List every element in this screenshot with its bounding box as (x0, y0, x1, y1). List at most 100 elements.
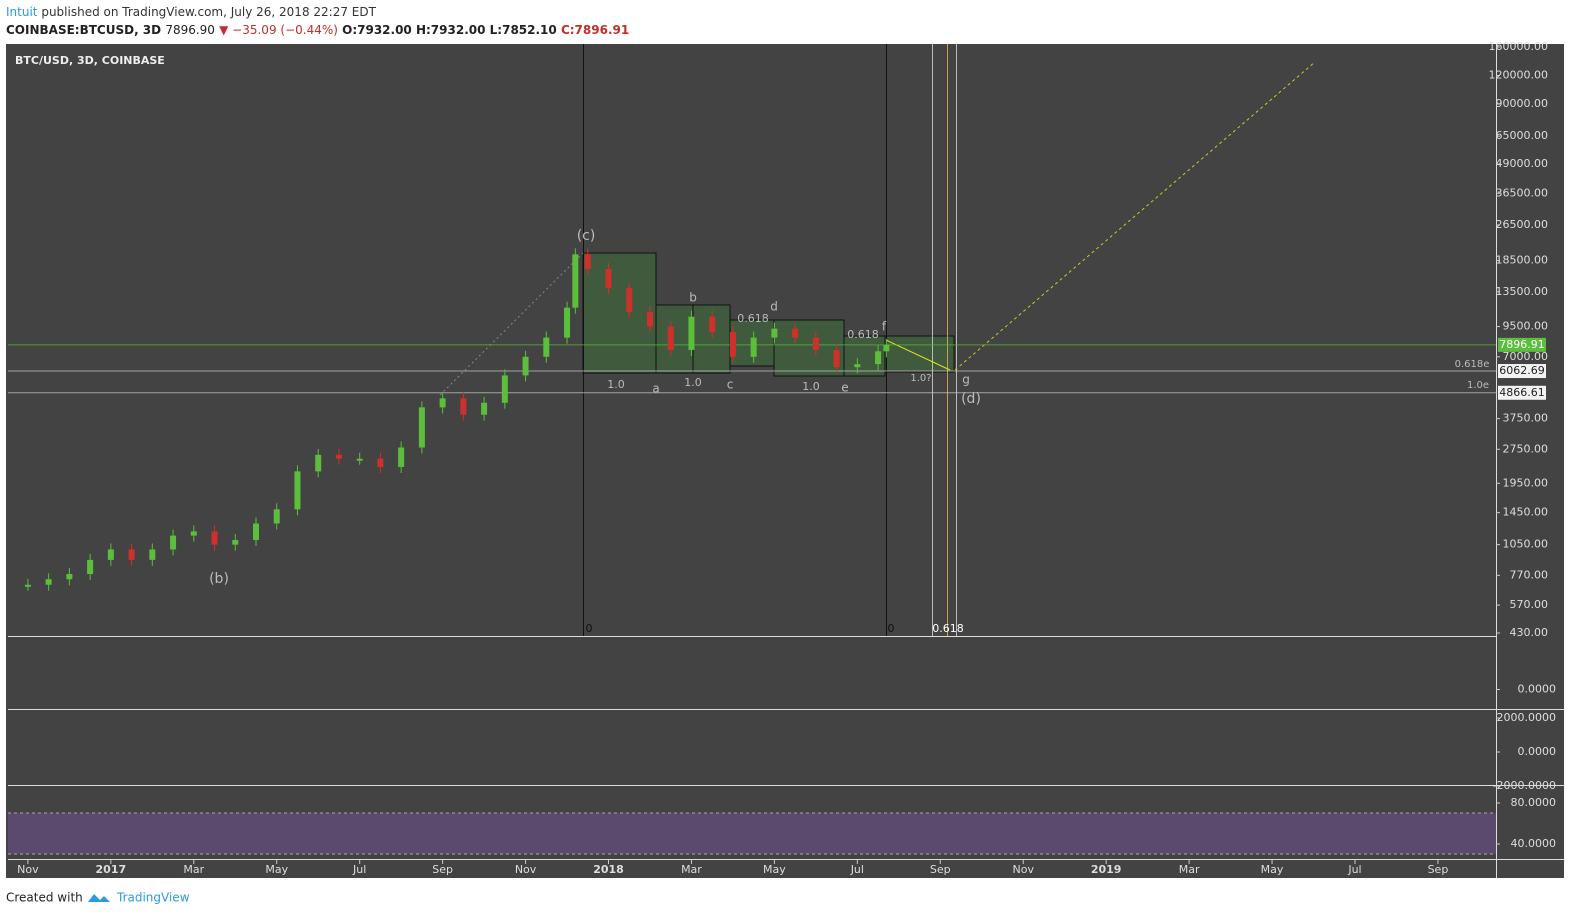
y-tick-label: 9500.00 (1503, 320, 1549, 333)
footer-created: Created with (6, 891, 83, 905)
price-label: 6062.69 (1499, 364, 1545, 377)
annotation: 0.618e (1455, 359, 1490, 370)
annotation: 0.618 (847, 328, 879, 341)
price-label-bg (1498, 364, 1546, 379)
candle (273, 509, 280, 524)
y-tick-label: 570.00 (1510, 598, 1549, 611)
annotation: g (962, 373, 970, 387)
x-tick-label: Mar (1179, 863, 1200, 876)
publisher: Intuit (6, 5, 38, 19)
footer-brand[interactable]: TradingView (116, 891, 190, 905)
header-line: Intuit published on TradingView.com, Jul… (6, 5, 377, 19)
y-tick-label: 13500.00 (1496, 285, 1549, 298)
candle (709, 316, 716, 332)
candle (501, 375, 508, 403)
candle (584, 254, 591, 269)
candle (107, 549, 114, 560)
x-tick-label: May (1261, 863, 1284, 876)
candle (854, 364, 861, 368)
trend (439, 252, 584, 396)
candle (833, 349, 840, 368)
candle (294, 471, 301, 510)
candle (398, 447, 405, 467)
pane-tick-label: -2000.0000 (1493, 779, 1556, 792)
x-tick-label: Nov (1012, 863, 1034, 876)
candle (771, 328, 778, 338)
annotation: 0 (888, 622, 895, 635)
x-tick-label: Sep (1428, 863, 1449, 876)
candle (170, 535, 177, 550)
annotation: (b) (209, 571, 229, 587)
candle (356, 458, 363, 461)
x-tick-label: Mar (183, 863, 204, 876)
y-tick-label: 120000.00 (1489, 68, 1549, 81)
annotation: c (727, 378, 734, 392)
tv-logo (88, 894, 110, 902)
symbol: COINBASE:BTCUSD, 3D (6, 23, 161, 37)
annotation: 1.0 (684, 376, 702, 389)
annotation: (d) (961, 391, 981, 407)
candle (812, 337, 819, 350)
price-label: 7896.91 (1499, 338, 1545, 351)
candle (522, 356, 529, 376)
candle (232, 540, 239, 545)
candle (750, 337, 757, 357)
x-tick-label: Jul (352, 863, 366, 876)
open: O:7932.00 (342, 23, 412, 37)
chart-title: BTC/USD, 3D, COINBASE (15, 54, 165, 67)
candle (543, 337, 550, 357)
candle (66, 574, 73, 580)
last: 7896.90 (165, 23, 215, 37)
annotation: f (882, 320, 887, 334)
box (582, 252, 657, 374)
box (655, 304, 694, 374)
candle (335, 454, 342, 459)
x-tick-label: 2017 (96, 863, 127, 876)
candle (646, 312, 653, 327)
candle (87, 559, 94, 575)
y-tick-label: 49000.00 (1496, 157, 1549, 170)
rsi-band (8, 813, 1496, 854)
published: published on TradingView.com, July 26, 2… (41, 5, 376, 19)
x-tick-label: Sep (930, 863, 951, 876)
x-tick-label: 2019 (1091, 863, 1122, 876)
x-tick-label: Nov (17, 863, 39, 876)
annotation: 1.0? (910, 373, 931, 384)
candle (729, 331, 736, 357)
annotation: d (770, 300, 778, 314)
candle (253, 523, 259, 541)
candle (572, 254, 579, 308)
candle (211, 531, 218, 545)
candle (792, 328, 799, 338)
y-tick-label: 18500.00 (1496, 254, 1549, 267)
pane-tick-label: 0.0000 (1518, 745, 1557, 758)
x-tick-label: Jul (1347, 863, 1361, 876)
candle (481, 402, 488, 415)
pane-tick-label: 80.0000 (1511, 796, 1557, 809)
y-tick-label: 1450.00 (1503, 506, 1549, 519)
annotation: 1.0e (1467, 380, 1489, 391)
candle (564, 307, 571, 338)
high: H:7932.00 (416, 23, 486, 37)
x-tick-label: May (265, 863, 288, 876)
chart-bg (6, 44, 1564, 878)
annotation: b (689, 291, 697, 305)
box (773, 319, 845, 377)
price-label: 4866.61 (1499, 386, 1545, 399)
change: ▼ −35.09 (−0.44%) (219, 23, 338, 37)
candle (605, 268, 612, 289)
close: C:7896.91 (561, 23, 629, 37)
candle (24, 584, 31, 587)
candle (315, 454, 322, 472)
x-tick-label: Nov (515, 863, 537, 876)
candle (460, 398, 467, 415)
y-tick-label: 26500.00 (1496, 218, 1549, 231)
candle (688, 316, 695, 350)
candle (626, 288, 633, 313)
price-label-bg (1498, 337, 1546, 352)
candle (377, 458, 384, 467)
annotation: a (652, 382, 659, 396)
candle (149, 549, 156, 560)
pane-tick-label: 40.0000 (1511, 837, 1557, 850)
pane-tick-label: 0.0000 (1518, 683, 1557, 696)
